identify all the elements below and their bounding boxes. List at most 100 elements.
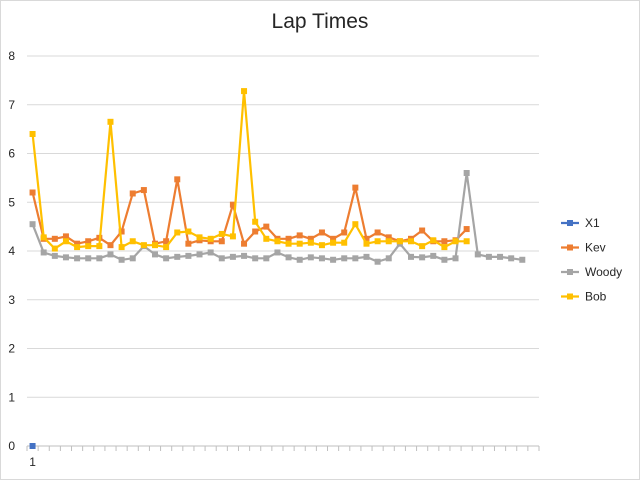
data-point-kev	[118, 228, 125, 235]
data-point-woody	[285, 254, 292, 261]
data-point-woody	[474, 251, 481, 258]
data-point-kev	[174, 176, 181, 183]
data-point-woody	[62, 254, 69, 261]
data-point-woody	[252, 255, 259, 262]
data-point-kev	[218, 238, 225, 245]
data-point-woody	[374, 258, 381, 265]
data-point-bob	[374, 238, 381, 245]
data-point-woody	[218, 255, 225, 262]
data-point-woody	[229, 253, 236, 260]
y-tick-label: 8	[8, 49, 15, 63]
y-tick-label: 3	[8, 293, 15, 307]
data-point-bob	[363, 240, 370, 247]
y-tick-label: 7	[8, 98, 15, 112]
data-point-bob	[85, 243, 92, 250]
data-point-x1	[29, 443, 36, 449]
data-point-bob	[419, 243, 426, 250]
data-point-woody	[463, 170, 470, 176]
data-point-woody	[263, 255, 270, 262]
data-point-kev	[129, 190, 136, 197]
data-point-bob	[463, 238, 470, 245]
data-point-bob	[452, 238, 459, 245]
data-point-woody	[441, 256, 448, 263]
data-point-woody	[318, 255, 325, 262]
data-point-woody	[497, 253, 504, 260]
legend-marker-kev	[567, 244, 573, 251]
data-point-bob	[352, 221, 359, 228]
y-tick-label: 0	[8, 439, 15, 453]
y-tick-label: 6	[8, 147, 15, 161]
data-point-kev	[51, 235, 58, 242]
data-point-bob	[118, 244, 125, 251]
data-point-woody	[163, 255, 170, 262]
data-point-woody	[174, 253, 181, 260]
data-point-bob	[252, 218, 259, 225]
data-point-bob	[96, 243, 103, 250]
data-point-woody	[129, 255, 136, 262]
data-point-kev	[330, 235, 337, 242]
data-point-woody	[408, 253, 414, 260]
data-point-kev	[85, 238, 92, 245]
data-point-bob	[207, 235, 214, 242]
y-tick-label: 4	[8, 244, 15, 258]
legend-label-x1: X1	[585, 216, 600, 230]
data-point-bob	[218, 230, 225, 237]
legend-marker-bob	[567, 293, 573, 300]
data-point-kev	[107, 242, 114, 249]
data-point-kev	[341, 229, 348, 236]
data-point-woody	[430, 252, 437, 259]
data-point-bob	[307, 239, 314, 246]
data-point-bob	[129, 238, 136, 245]
data-point-bob	[296, 240, 303, 247]
data-point-bob	[274, 238, 281, 245]
data-point-kev	[285, 235, 292, 242]
data-point-kev	[74, 240, 81, 247]
data-point-woody	[152, 251, 158, 258]
data-point-bob	[318, 242, 325, 249]
data-point-bob	[51, 245, 58, 252]
data-point-kev	[241, 240, 248, 247]
data-point-kev	[385, 234, 392, 241]
data-point-kev	[318, 229, 325, 236]
data-point-woody	[29, 221, 36, 228]
data-point-bob	[408, 238, 414, 245]
data-point-bob	[441, 244, 448, 251]
data-point-bob	[396, 238, 403, 245]
data-point-kev	[163, 238, 170, 245]
data-point-bob	[196, 234, 203, 241]
data-point-kev	[29, 189, 36, 196]
data-point-kev	[263, 223, 270, 230]
chart-title: Lap Times	[271, 10, 369, 33]
data-point-woody	[296, 256, 303, 263]
legend-label-bob: Bob	[585, 290, 607, 304]
data-point-woody	[363, 253, 370, 260]
data-point-kev	[419, 227, 426, 234]
data-point-woody	[107, 251, 114, 258]
data-point-bob	[263, 235, 270, 242]
data-point-kev	[140, 187, 147, 194]
data-point-woody	[352, 255, 359, 262]
data-point-woody	[96, 255, 103, 262]
series-line-woody	[31, 171, 523, 263]
data-point-kev	[463, 226, 470, 233]
y-tick-label: 2	[8, 342, 15, 356]
x-tick-label: 1	[29, 455, 36, 469]
data-point-woody	[185, 252, 192, 259]
data-point-kev	[62, 233, 69, 240]
legend-marker-woody	[567, 269, 573, 275]
data-point-woody	[385, 255, 392, 262]
data-point-bob	[174, 229, 181, 236]
data-point-woody	[307, 254, 314, 261]
data-point-bob	[241, 88, 248, 95]
data-point-woody	[51, 252, 58, 259]
data-point-woody	[274, 249, 281, 256]
data-point-woody	[196, 251, 203, 258]
data-point-bob	[430, 237, 437, 244]
data-point-kev	[185, 240, 192, 247]
data-point-woody	[519, 256, 526, 263]
data-point-kev	[252, 228, 259, 235]
data-point-kev	[296, 232, 303, 239]
series-line-kev	[31, 178, 468, 247]
